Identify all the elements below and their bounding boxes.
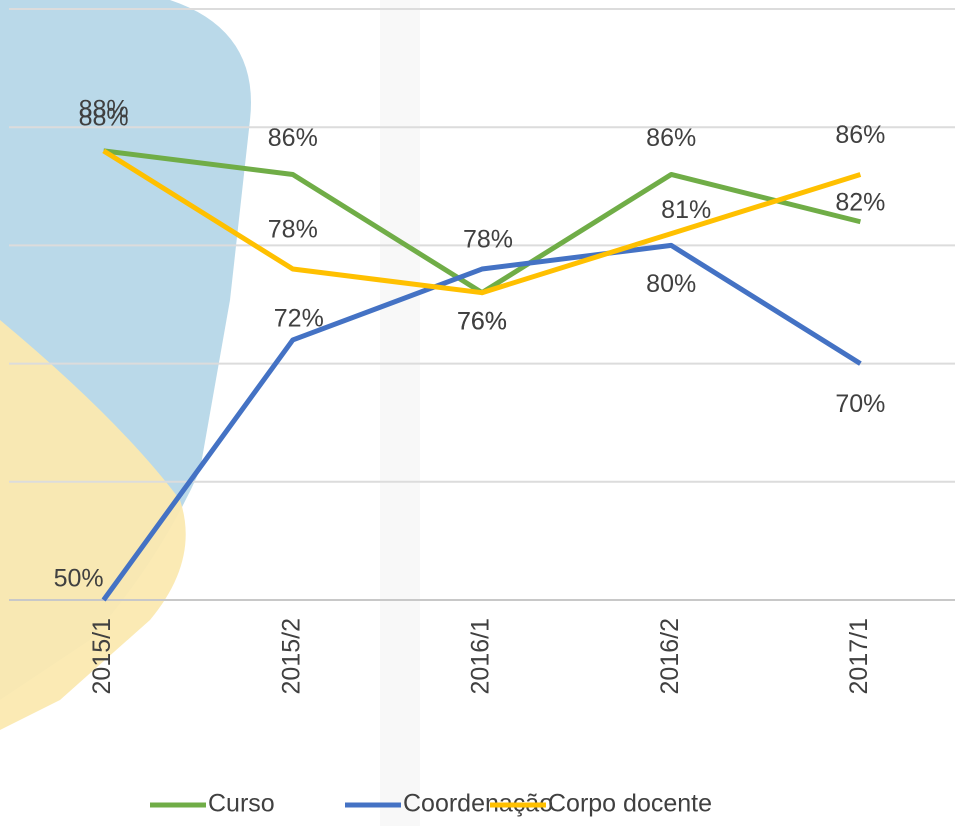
x-tick-label: 2015/1: [88, 618, 116, 694]
data-label: 86%: [835, 121, 885, 149]
data-label: 86%: [268, 124, 318, 152]
data-label: 50%: [54, 565, 104, 593]
x-tick-label: 2016/2: [656, 618, 684, 694]
chart: 2015/1 2015/2 2016/1 2016/2 2017/1 88% 86% 76% 8…: [0, 0, 955, 826]
data-label: 82%: [835, 188, 885, 216]
x-tick-label: 2015/2: [277, 618, 305, 694]
legend-label: Curso: [208, 790, 275, 818]
x-tick-label: 2017/1: [845, 618, 873, 694]
x-tick-label: 2016/1: [467, 618, 495, 694]
legend-label: Corpo docente: [548, 790, 712, 818]
data-label: 88%: [79, 103, 129, 131]
data-label: 78%: [463, 226, 513, 254]
data-label: 76%: [457, 307, 507, 335]
data-label: 86%: [646, 124, 696, 152]
background-decoration: [0, 0, 420, 826]
data-label: 81%: [661, 196, 711, 224]
data-label: 80%: [646, 270, 696, 298]
data-label: 72%: [274, 305, 324, 333]
data-label: 70%: [835, 390, 885, 418]
data-label: 78%: [268, 216, 318, 244]
